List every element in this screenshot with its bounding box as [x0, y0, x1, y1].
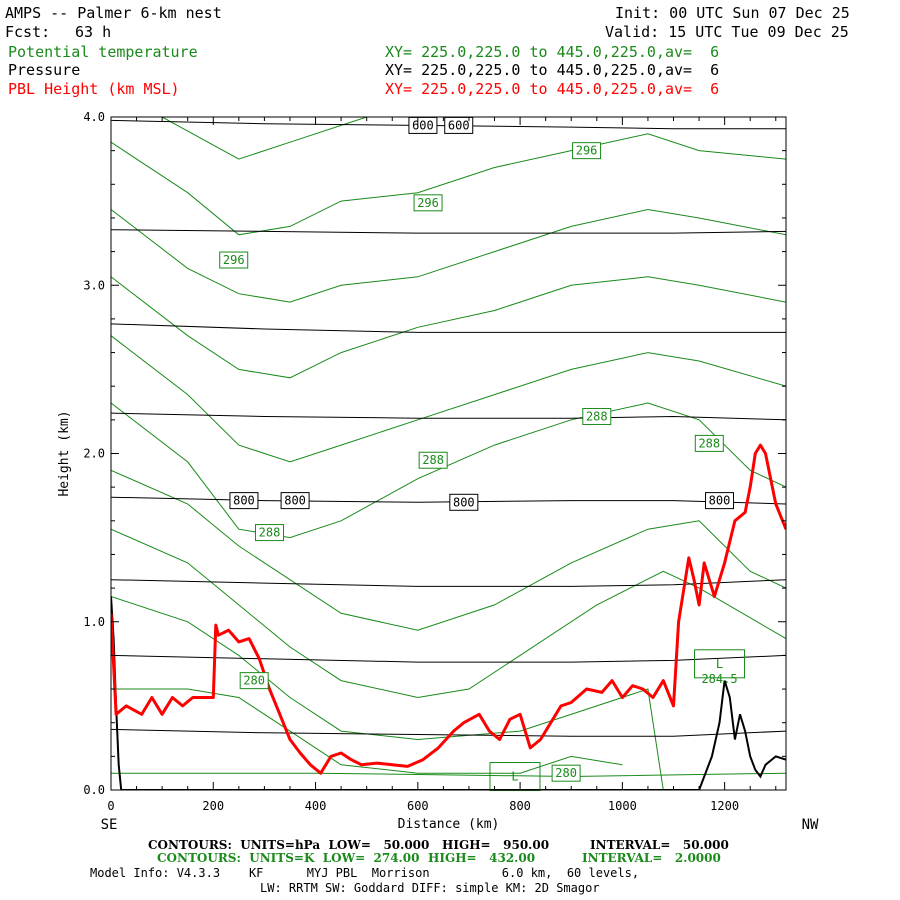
theta-contour-294	[111, 208, 786, 303]
theta-label: 288	[698, 436, 720, 450]
extra-value-label: 284.5	[701, 672, 737, 686]
field-name-pressure: Pressure	[8, 61, 81, 79]
footer-theta-interval: INTERVAL= 2.0000	[582, 851, 721, 865]
y-axis-label: Height (km)	[57, 410, 72, 496]
theta-label: 288	[586, 409, 608, 423]
theta-contour-278	[111, 772, 786, 778]
theta-contour-298	[161, 117, 367, 160]
theta-label: 280	[555, 766, 577, 780]
pressure-label: 800	[233, 494, 255, 508]
footer-pressure-high: HIGH= 950.00	[442, 838, 550, 852]
theta-label-box	[694, 434, 724, 452]
pressure-contour-700	[111, 323, 786, 333]
footer-theta-contours: CONTOURS: UNITS=K LOW= 274.00	[157, 851, 420, 865]
theta-contour-296	[111, 133, 786, 236]
pressure-label: 800	[453, 495, 475, 509]
y-tick-label: 3.0	[83, 278, 105, 292]
x-tick-label: 600	[407, 799, 429, 813]
x-tick-label: 400	[305, 799, 327, 813]
theta-label: 288	[259, 526, 281, 540]
field-name-pbl: PBL Height (km MSL)	[8, 80, 180, 98]
theta-label-box	[255, 524, 285, 542]
theta-label: 288	[422, 453, 444, 467]
terrain-line	[111, 596, 786, 790]
x-tick-label: 1200	[710, 799, 739, 813]
pressure-contour-900	[111, 654, 786, 663]
model-title: AMPS -- Palmer 6-km nest	[5, 4, 222, 22]
low-marker-label: L	[511, 770, 518, 784]
pressure-label-box	[705, 492, 735, 510]
x-tick-label: 200	[202, 799, 224, 813]
theta-label-box	[219, 251, 249, 269]
init-time: Init: 00 UTC Sun 07 Dec 25	[615, 4, 850, 22]
low-marker-box	[694, 649, 746, 679]
theta-contour-292	[111, 276, 786, 379]
pressure-label: 800	[709, 494, 731, 508]
theta-contour-288	[111, 402, 786, 539]
pressure-label: 600	[412, 118, 434, 132]
y-tick-label: 2.0	[83, 447, 105, 461]
pressure-label-box	[229, 492, 259, 510]
theta-label-box	[413, 194, 443, 212]
x-tick-label: 1000	[608, 799, 637, 813]
pressure-label-box	[449, 493, 479, 511]
pressure-contour-650	[111, 229, 786, 234]
forecast-hour: 63 h	[75, 23, 112, 41]
theta-label: 280	[243, 674, 265, 688]
theta-label-box	[582, 407, 612, 425]
theta-label-box	[239, 672, 269, 690]
footer-model-info: Model Info: V4.3.3 KF MYJ PBL Morrison 6…	[90, 866, 640, 880]
field-name-theta: Potential temperature	[8, 43, 198, 61]
theta-contour-280	[111, 688, 623, 774]
valid-time: Valid: 15 UTC Tue 09 Dec 25	[605, 23, 849, 41]
theta-contour-290	[111, 335, 786, 463]
field-xy-pressure: XY= 225.0,225.0 to 445.0,225.0,av= 6	[385, 61, 720, 79]
theta-contour-284	[111, 528, 786, 699]
theta-label: 296	[576, 144, 598, 158]
theta-label-box	[551, 764, 581, 782]
theta-label: 296	[223, 253, 245, 267]
pbl-height-line	[111, 443, 786, 775]
low-marker-box	[489, 762, 541, 792]
pressure-contour-850	[111, 579, 786, 587]
pressure-label: 800	[284, 494, 306, 508]
left-end-label: SE	[101, 817, 118, 833]
pressure-contour-800	[111, 496, 786, 505]
field-xy-theta: XY= 225.0,225.0 to 445.0,225.0,av= 6	[385, 43, 720, 61]
footer-physics-info: LW: RRTM SW: Goddard DIFF: simple KM: 2D…	[260, 881, 600, 895]
theta-label: 296	[417, 196, 439, 210]
theta-contour-286	[111, 469, 786, 631]
x-tick-label: 0	[107, 799, 114, 813]
x-axis-label: Distance (km)	[398, 817, 500, 832]
field-xy-pbl: XY= 225.0,225.0 to 445.0,225.0,av= 6	[385, 80, 720, 98]
footer-pressure-interval: INTERVAL= 50.000	[590, 838, 729, 852]
footer-theta-high: HIGH= 432.00	[428, 851, 536, 865]
low-marker-label: L	[716, 657, 723, 671]
theta-label-box	[572, 142, 602, 160]
pressure-label-box	[280, 492, 310, 510]
y-tick-label: 1.0	[83, 615, 105, 629]
y-tick-label: 0.0	[83, 783, 105, 797]
pressure-contour-750	[111, 412, 786, 421]
right-end-label: NW	[802, 817, 819, 833]
forecast-label: Fcst:	[5, 23, 51, 41]
pressure-contour-600	[111, 119, 786, 130]
y-tick-label: 4.0	[83, 110, 105, 124]
theta-label-box	[418, 451, 448, 469]
footer-pressure-contours: CONTOURS: UNITS=hPa LOW= 50.000	[148, 838, 430, 852]
x-tick-label: 800	[509, 799, 531, 813]
pressure-label: 600	[448, 118, 470, 132]
